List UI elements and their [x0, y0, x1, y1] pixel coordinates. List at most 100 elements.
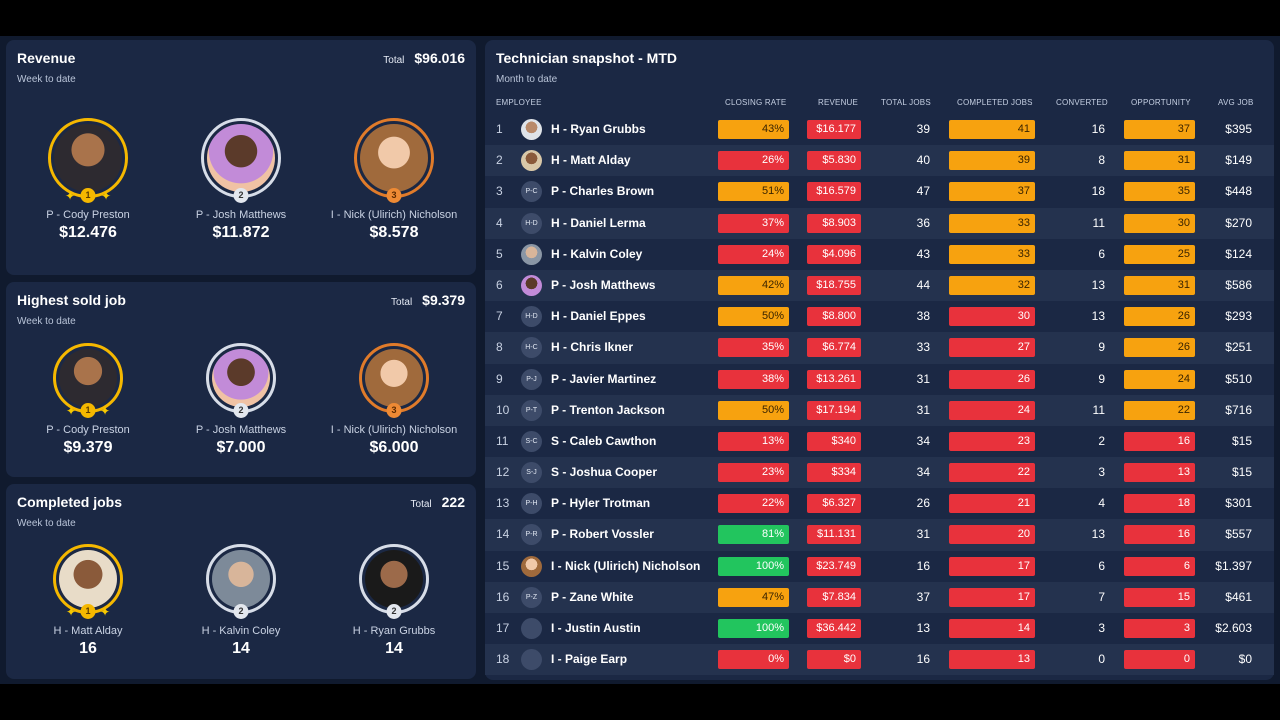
completed-jobs-cell: 27 — [949, 338, 1035, 358]
completed-jobs-cell: 41 — [949, 120, 1035, 139]
employee-name[interactable]: P - Trenton Jackson — [551, 402, 665, 417]
avatar: ✦ ✦ 1 — [53, 343, 123, 418]
column-header-converted[interactable]: CONVERTED — [1056, 98, 1108, 107]
column-header-completed-jobs[interactable]: COMPLETED JOBS — [957, 98, 1033, 107]
table-row[interactable]: 5 H - Kalvin Coley 24% $4.096 43 33 6 25… — [485, 239, 1274, 270]
employee-name[interactable]: H - Ryan Grubbs — [551, 122, 646, 136]
avatar — [521, 274, 542, 296]
employee-name[interactable]: P - Zane White — [551, 589, 634, 604]
leader-name: I - Nick (Ulirich) Nicholson — [330, 424, 458, 436]
leader-1: ✦ ✦ 1 P - Cody Preston $9.379 — [8, 343, 168, 457]
revenue-card: Revenue Week to date Total $96.016 ✦ ✦ 1… — [6, 40, 476, 275]
employee-name[interactable]: P - Charles Brown — [551, 184, 655, 199]
employee-name[interactable]: H - Matt Alday — [551, 153, 631, 168]
employee-name[interactable]: H - Chris Ikner — [551, 340, 634, 355]
column-header-avg-job[interactable]: AVG JOB — [1218, 98, 1254, 107]
total-jobs-cell: 31 — [916, 402, 930, 417]
leader-value: 14 — [232, 640, 250, 657]
technician-snapshot-card: Technician snapshot - MTD Month to date … — [485, 40, 1274, 680]
employee-name[interactable]: H - Kalvin Coley — [551, 246, 643, 261]
column-header-revenue[interactable]: REVENUE — [818, 98, 859, 107]
table-row[interactable]: 11 S-C S - Caleb Cawthon 13% $340 34 23 … — [485, 426, 1274, 457]
table-header: EMPLOYEE CLOSING RATE REVENUE TOTAL JOBS… — [485, 98, 1274, 110]
table-row[interactable]: 8 H-C H - Chris Ikner 35% $6.774 33 27 9… — [485, 332, 1274, 364]
total-jobs-cell: 47 — [916, 184, 930, 199]
table-row[interactable]: 10 P-T P - Trenton Jackson 50% $17.194 3… — [485, 394, 1274, 426]
table-row[interactable]: 13 P-H P - Hyler Trotman 22% $6.327 26 2… — [485, 488, 1274, 519]
table-row[interactable]: 17 I - Justin Austin 100% $36.442 13 14 … — [485, 613, 1274, 644]
employee-name[interactable]: H - Daniel Eppes — [551, 309, 646, 324]
avatar: P-H — [521, 493, 542, 515]
table-row[interactable]: 7 H-D H - Daniel Eppes 50% $8.800 38 30 … — [485, 301, 1274, 332]
employee-name[interactable]: P - Javier Martinez — [551, 371, 657, 386]
closing-rate-cell: 47% — [718, 587, 789, 607]
table-row[interactable]: 1 H - Ryan Grubbs 43% $16.177 39 41 16 3… — [485, 114, 1274, 145]
row-rank: 9 — [496, 371, 503, 386]
row-rank: 3 — [496, 184, 503, 199]
avg-job-cell: $557 — [1225, 527, 1252, 542]
leader-name: H - Matt Alday — [53, 625, 123, 637]
employee-name[interactable]: I - Justin Austin — [551, 621, 641, 635]
employee-name[interactable]: I - Paige Earp — [551, 652, 628, 667]
employee-name[interactable]: P - Hyler Trotman — [551, 496, 651, 511]
employee-name[interactable]: S - Joshua Cooper — [551, 465, 658, 480]
avg-job-cell: $510 — [1225, 371, 1252, 386]
converted-cell: 11 — [1092, 402, 1105, 417]
employee-name[interactable]: I - Nick (Ulirich) Nicholson — [551, 558, 701, 573]
avatar: P-J — [521, 368, 542, 390]
employee-name[interactable]: S - Caleb Cawthon — [551, 433, 657, 448]
leader-name: H - Kalvin Coley — [201, 625, 281, 637]
row-rank: 17 — [496, 621, 510, 635]
row-rank: 5 — [496, 246, 503, 261]
closing-rate-cell: 26% — [718, 151, 789, 171]
column-header-opportunity[interactable]: OPPORTUNITY — [1131, 98, 1191, 107]
table-row[interactable]: 3 P-C P - Charles Brown 51% $16.579 47 3… — [485, 176, 1274, 207]
table-row[interactable]: 6 P - Josh Matthews 42% $18.755 44 32 13… — [485, 269, 1274, 302]
closing-rate-cell: 22% — [718, 494, 789, 514]
table-row[interactable]: 4 H-D H - Daniel Lerma 37% $8.903 36 33 … — [485, 207, 1274, 239]
rank-badge: 2 — [233, 403, 249, 418]
employee-name[interactable]: P - Robert Vossler — [551, 527, 654, 542]
table-row[interactable]: 15 I - Nick (Ulirich) Nicholson 100% $23… — [485, 551, 1274, 582]
closing-rate-cell: 100% — [718, 556, 789, 576]
closing-rate-cell: 23% — [718, 463, 789, 483]
employee-name[interactable]: H - Daniel Lerma — [551, 215, 646, 230]
table-row[interactable]: 18 I - Paige Earp 0% $0 16 13 0 0 $0 — [485, 644, 1274, 676]
sparkle-icon: ✦ — [65, 189, 76, 203]
column-header-closing-rate[interactable]: CLOSING RATE — [725, 98, 787, 107]
leader-2: 2 H - Kalvin Coley 14 — [161, 544, 321, 658]
completed-jobs-cell: 32 — [949, 275, 1035, 295]
opportunity-cell: 22 — [1124, 400, 1195, 420]
converted-cell: 18 — [1091, 184, 1105, 199]
total-jobs-cell: 34 — [916, 433, 930, 448]
completed-jobs-cell: 20 — [949, 525, 1035, 545]
converted-cell: 6 — [1098, 558, 1105, 573]
card-total: Total $96.016 — [383, 50, 465, 66]
closing-rate-cell: 50% — [718, 400, 789, 420]
employee-name[interactable]: P - Josh Matthews — [551, 277, 656, 292]
sparkle-icon: ✦ — [99, 605, 110, 619]
avg-job-cell: $586 — [1225, 277, 1252, 292]
column-header-employee[interactable]: EMPLOYEE — [496, 98, 542, 107]
table-row[interactable]: 12 S-J S - Joshua Cooper 23% $334 34 22 … — [485, 457, 1274, 489]
row-rank: 2 — [496, 153, 503, 168]
rank-badge: 3 — [386, 403, 402, 418]
revenue-cell: $6.327 — [807, 494, 861, 514]
table-row[interactable]: 9 P-J P - Javier Martinez 38% $13.261 31… — [485, 364, 1274, 395]
avatar — [521, 649, 542, 671]
card-subtitle: Week to date — [17, 518, 76, 529]
table-row[interactable]: 2 H - Matt Alday 26% $5.830 40 39 8 31 $… — [485, 145, 1274, 177]
rank-badge: 3 — [386, 188, 402, 203]
opportunity-cell: 13 — [1124, 463, 1195, 483]
table-row[interactable]: 14 P-R P - Robert Vossler 81% $11.131 31… — [485, 519, 1274, 551]
completed-jobs-cell: 14 — [949, 619, 1035, 638]
leader-1: ✦ ✦ 1 P - Cody Preston $12.476 — [8, 118, 168, 242]
avg-job-cell: $395 — [1225, 122, 1252, 136]
total-jobs-cell: 34 — [916, 465, 930, 480]
leaderboard: ✦ ✦ 1 P - Cody Preston $9.379 2 P - Josh… — [6, 343, 476, 473]
column-header-total-jobs[interactable]: TOTAL JOBS — [881, 98, 931, 107]
opportunity-cell: 3 — [1124, 619, 1195, 638]
table-row[interactable]: 16 P-Z P - Zane White 47% $7.834 37 17 7… — [485, 581, 1274, 613]
total-jobs-cell: 16 — [916, 558, 930, 573]
leader-name: H - Ryan Grubbs — [352, 625, 436, 637]
